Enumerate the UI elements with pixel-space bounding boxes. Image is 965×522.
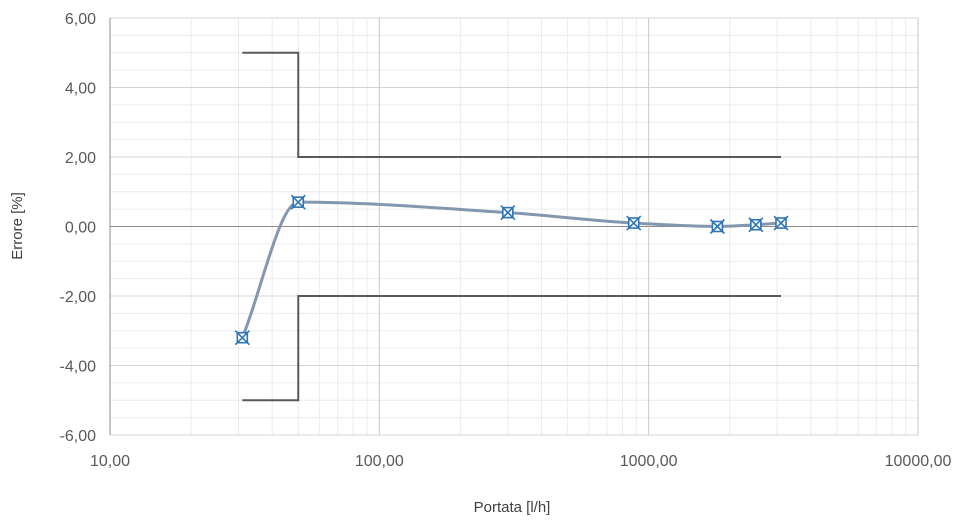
y-tick-label: -4,00 (60, 359, 97, 376)
y-tick-label: -2,00 (60, 289, 97, 306)
data-point (500, 205, 516, 221)
data-point (709, 218, 725, 235)
y-tick-label: 4,00 (65, 81, 96, 98)
data-point (748, 217, 764, 233)
error-curve (240, 200, 783, 340)
data-point-cross (234, 330, 250, 346)
data-point (290, 194, 306, 210)
data-point-cross (773, 215, 789, 231)
y-tick-label: 2,00 (65, 150, 96, 167)
x-axis-title: Portata [l/h] (474, 499, 551, 516)
y-tick-label: -6,00 (60, 428, 97, 445)
y-tick-labels: 6,00 4,00 2,00 0,00 -2,00 -4,00 -6,00 (60, 11, 97, 445)
data-markers (234, 194, 789, 346)
error-curve-line (240, 200, 783, 340)
lower-limit-line (242, 295, 782, 402)
x-tick-label: 1000,00 (620, 453, 678, 470)
x-tick-labels: 10,00 100,00 1000,00 10000,00 (90, 453, 951, 470)
data-point-cross (709, 218, 725, 235)
x-tick-label: 100,00 (355, 453, 404, 470)
grid (109, 17, 919, 436)
y-axis-title: Errore [%] (9, 192, 26, 260)
data-point (234, 330, 250, 346)
x-tick-label: 10,00 (90, 453, 130, 470)
y-tick-label: 0,00 (65, 220, 96, 237)
data-point-cross (626, 215, 642, 231)
data-point-cross (290, 194, 306, 210)
upper-limit-line (242, 51, 782, 158)
data-point (626, 215, 642, 231)
data-point-cross (748, 217, 764, 233)
y-tick-label: 6,00 (65, 11, 96, 28)
limit-lines (242, 51, 782, 402)
data-point-cross (500, 205, 516, 221)
x-tick-label: 10000,00 (885, 453, 952, 470)
data-point (773, 215, 789, 231)
